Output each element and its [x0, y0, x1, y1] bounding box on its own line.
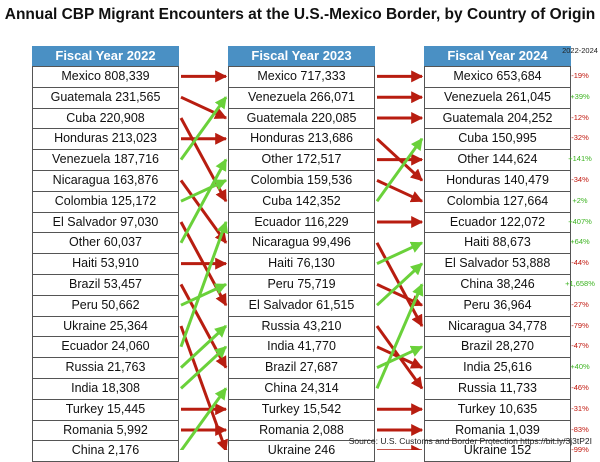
country-cell: Mexico 808,339 — [32, 66, 179, 88]
rank-arrows — [179, 70, 424, 450]
rank-arrow-el-salvador — [375, 262, 424, 307]
country-cell: Turkey 10,635 — [424, 398, 571, 421]
country-cell: Cuba 142,352 — [228, 190, 375, 213]
country-cell: Colombia 159,536 — [228, 170, 375, 192]
country-cell: Peru 50,662 — [32, 294, 179, 317]
country-cell: Mexico 653,684 — [424, 66, 571, 88]
country-cell: Romania 1,039 — [424, 419, 571, 442]
rank-arrow-brazil — [376, 345, 424, 369]
country-cell: El Salvador 97,030 — [32, 211, 179, 234]
country-cell: Other 60,037 — [32, 232, 179, 255]
source-note: Source: U.S. Customs and Border Protecti… — [348, 436, 592, 446]
rank-arrow-ecuador — [179, 220, 228, 348]
country-cell: Haiti 76,130 — [228, 253, 375, 275]
country-cell: Venezuela 187,716 — [32, 149, 179, 171]
country-cell: Ecuador 122,072 — [424, 211, 571, 234]
country-cell: China 38,246 — [424, 274, 571, 296]
country-cell: India 25,616 — [424, 357, 571, 379]
country-cell: Ecuador 24,060 — [32, 336, 179, 359]
country-cell: El Salvador 53,888 — [424, 253, 571, 275]
change-value: -34% — [571, 175, 589, 184]
change-value: +39% — [570, 91, 590, 101]
column-header: Fiscal Year 2023 — [228, 46, 375, 66]
country-cell: Cuba 220,908 — [32, 107, 179, 130]
country-cell: Honduras 140,479 — [424, 170, 571, 192]
country-cell: Colombia 125,172 — [32, 190, 179, 213]
country-cell: Honduras 213,686 — [228, 128, 375, 151]
country-cell: Haiti 88,673 — [424, 232, 571, 255]
change-value: -19% — [571, 71, 589, 80]
column-header: Fiscal Year 2022 — [32, 46, 179, 66]
chart-title: Annual CBP Migrant Encounters at the U.S… — [4, 6, 596, 23]
country-cell: Turkey 15,542 — [228, 398, 375, 421]
country-cell: Colombia 127,664 — [424, 190, 571, 213]
change-value: -83% — [571, 424, 589, 434]
rank-arrow-india — [179, 345, 228, 390]
change-value: -32% — [571, 133, 589, 143]
rank-arrow-russia — [179, 324, 228, 369]
country-cell: Turkey 15,445 — [32, 398, 179, 421]
country-cell: Ukraine 25,364 — [32, 315, 179, 338]
rank-arrow-colombia — [376, 179, 424, 203]
country-cell: Venezuela 261,045 — [424, 86, 571, 109]
country-cell: China 2,176 — [32, 440, 179, 462]
country-cell: Romania 2,088 — [228, 419, 375, 442]
country-cell: Venezuela 266,071 — [228, 86, 375, 109]
country-cell: Guatemala 204,252 — [424, 107, 571, 130]
country-cell: Haiti 53,910 — [32, 253, 179, 275]
change-value: -79% — [571, 320, 589, 330]
country-cell: Ecuador 116,229 — [228, 211, 375, 234]
country-cell: El Salvador 61,515 — [228, 294, 375, 317]
rank-arrow-china — [179, 387, 228, 450]
country-cell: Russia 21,763 — [32, 357, 179, 379]
country-cell: Cuba 150,995 — [424, 128, 571, 151]
country-cell: Brazil 28,270 — [424, 336, 571, 359]
change-value: -27% — [571, 299, 589, 309]
country-cell: Peru 36,964 — [424, 294, 571, 317]
change-value: +407% — [568, 216, 592, 226]
rank-arrow-guatemala — [180, 95, 228, 120]
change-value: -12% — [571, 112, 589, 122]
country-cell: Guatemala 220,085 — [228, 107, 375, 130]
country-cell: Honduras 213,023 — [32, 128, 179, 151]
change-value: -31% — [571, 403, 589, 413]
country-cell: Romania 5,992 — [32, 419, 179, 442]
country-cell: Brazil 27,687 — [228, 357, 375, 379]
change-value: -46% — [571, 383, 589, 392]
country-cell: Brazil 53,457 — [32, 274, 179, 296]
country-cell: China 24,314 — [228, 378, 375, 400]
column-header: Fiscal Year 2024 — [424, 46, 571, 66]
country-cell: Nicaragua 99,496 — [228, 232, 375, 255]
rank-arrow-cuba — [375, 137, 424, 203]
country-cell: Other 172,517 — [228, 149, 375, 171]
country-cell: Other 144,624 — [424, 149, 571, 171]
rank-arrow-colombia — [180, 179, 228, 203]
rank-arrow-peru — [180, 283, 228, 307]
country-cell: Guatemala 231,565 — [32, 86, 179, 109]
country-cell: Russia 11,733 — [424, 378, 571, 400]
change-header: 2022-2024 — [562, 46, 598, 55]
change-value: +64% — [570, 237, 590, 247]
change-value: +141% — [568, 154, 592, 164]
country-cell: Peru 75,719 — [228, 274, 375, 296]
country-cell: India 41,770 — [228, 336, 375, 359]
change-value: +1,658% — [565, 279, 595, 288]
rank-arrow-other — [179, 158, 228, 244]
rank-arrow-china — [375, 283, 424, 389]
country-cell: Mexico 717,333 — [228, 66, 375, 88]
country-cell: Russia 43,210 — [228, 315, 375, 338]
change-value: +2% — [572, 195, 588, 205]
change-value: +40% — [570, 362, 590, 372]
rank-arrow-haiti — [376, 241, 424, 265]
country-cell: Nicaragua 34,778 — [424, 315, 571, 338]
change-value: -44% — [571, 258, 589, 268]
country-cell: Nicaragua 163,876 — [32, 170, 179, 192]
rank-arrow-venezuela — [179, 96, 228, 161]
country-cell: India 18,308 — [32, 378, 179, 400]
change-value: -47% — [571, 341, 589, 351]
